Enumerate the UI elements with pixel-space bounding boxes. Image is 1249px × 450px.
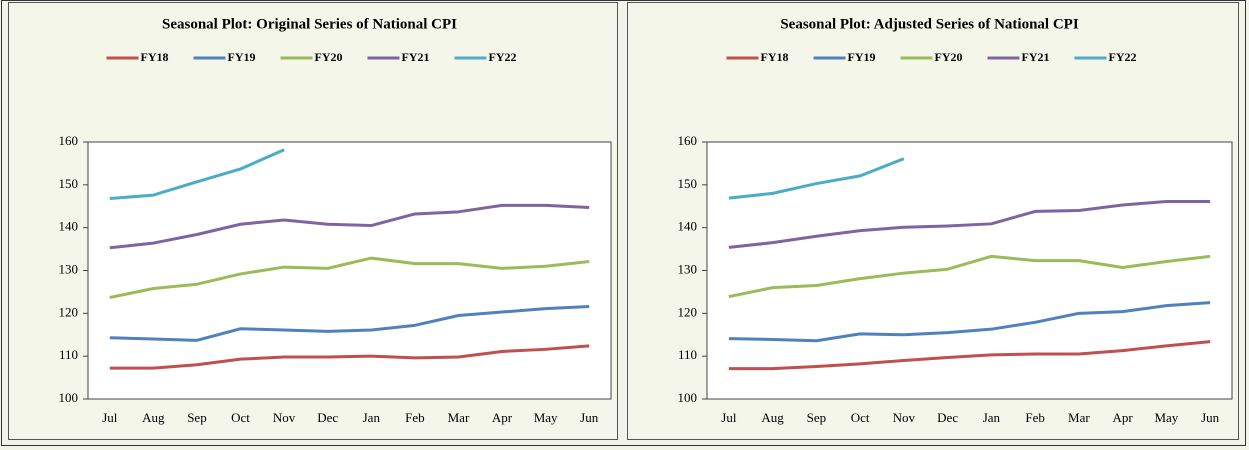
- series-line: [728, 254, 1211, 299]
- y-tick-label: 130: [678, 261, 698, 276]
- x-tick-label: Jan: [363, 410, 381, 425]
- x-tick-label: Oct: [851, 410, 870, 425]
- x-tick-label: May: [534, 410, 558, 425]
- legend-label: FY22: [489, 50, 517, 64]
- legend-label: FY22: [1109, 50, 1137, 64]
- x-tick-label: Nov: [273, 410, 296, 425]
- x-tick-label: Feb: [1025, 410, 1045, 425]
- y-tick-label: 140: [678, 219, 698, 234]
- series-line: [109, 256, 590, 299]
- series-line: [728, 301, 1211, 343]
- series-line: [109, 148, 285, 201]
- x-tick-label: Jan: [983, 410, 1001, 425]
- series-line: [728, 340, 1211, 371]
- x-tick-label: Sep: [187, 410, 207, 425]
- chart-panel: Seasonal Plot: Adjusted Series of Nation…: [627, 2, 1239, 440]
- x-tick-label: May: [1154, 410, 1178, 425]
- legend-label: FY19: [848, 50, 876, 64]
- y-tick-label: 120: [59, 304, 79, 319]
- legend-label: FY21: [1022, 50, 1050, 64]
- x-tick-label: Mar: [448, 410, 470, 425]
- y-tick-label: 100: [59, 390, 79, 405]
- x-tick-label: Jul: [102, 410, 118, 425]
- y-tick-label: 150: [678, 176, 698, 191]
- y-tick-label: 140: [59, 219, 79, 234]
- x-tick-label: Jun: [1201, 410, 1220, 425]
- legend-label: FY19: [228, 50, 256, 64]
- legend-label: FY18: [761, 50, 789, 64]
- y-tick-label: 110: [678, 347, 697, 362]
- legend-label: FY21: [402, 50, 430, 64]
- y-tick-label: 100: [678, 390, 698, 405]
- series-line: [728, 200, 1211, 249]
- x-tick-label: Mar: [1068, 410, 1090, 425]
- series-line: [109, 304, 590, 342]
- series-line: [728, 157, 905, 200]
- legend-label: FY18: [141, 50, 169, 64]
- x-tick-label: Feb: [405, 410, 425, 425]
- plot-area: [706, 141, 1233, 400]
- series-line: [109, 203, 590, 250]
- plot-area: [87, 141, 612, 400]
- chart-panel: Seasonal Plot: Original Series of Nation…: [8, 2, 618, 440]
- series-line: [109, 344, 590, 370]
- x-tick-label: Jun: [580, 410, 599, 425]
- x-tick-label: Apr: [1113, 410, 1134, 425]
- x-tick-label: Jul: [721, 410, 737, 425]
- y-tick-label: 160: [678, 133, 698, 148]
- x-tick-label: Aug: [761, 410, 784, 425]
- x-tick-label: Aug: [142, 410, 165, 425]
- y-tick-label: 130: [59, 261, 79, 276]
- y-tick-label: 160: [59, 133, 79, 148]
- x-tick-label: Dec: [317, 410, 338, 425]
- x-tick-label: Oct: [231, 410, 250, 425]
- legend-label: FY20: [315, 50, 343, 64]
- x-tick-label: Sep: [807, 410, 827, 425]
- x-tick-label: Dec: [937, 410, 958, 425]
- x-tick-label: Nov: [893, 410, 916, 425]
- chart-title: Seasonal Plot: Adjusted Series of Nation…: [780, 16, 1079, 32]
- y-tick-label: 150: [59, 176, 79, 191]
- legend-label: FY20: [935, 50, 963, 64]
- y-tick-label: 120: [678, 304, 698, 319]
- x-tick-label: Apr: [492, 410, 513, 425]
- y-tick-label: 110: [59, 347, 78, 362]
- chart-title: Seasonal Plot: Original Series of Nation…: [162, 16, 457, 32]
